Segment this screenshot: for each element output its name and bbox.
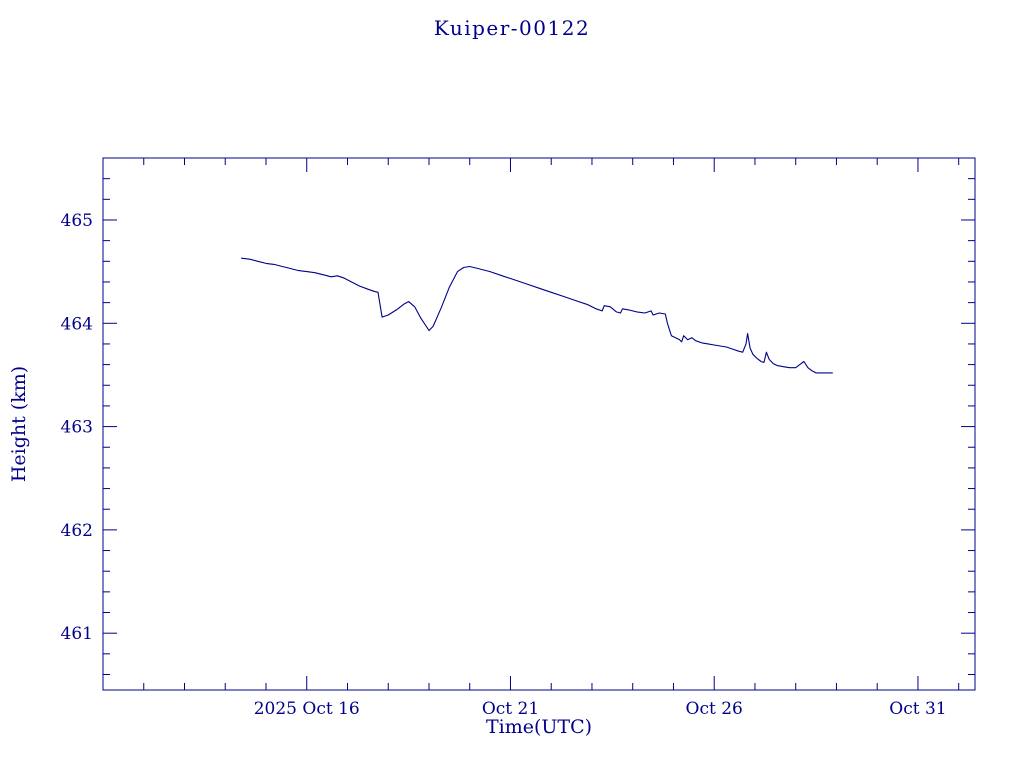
y-tick-label: 464 — [61, 314, 93, 334]
data-line — [240, 257, 833, 374]
x-axis-label: Time(UTC) — [485, 716, 593, 738]
plot-frame — [102, 157, 976, 691]
x-tick-label: Oct 31 — [889, 699, 946, 719]
y-tick-label: 462 — [61, 521, 93, 541]
x-tick-label: Oct 21 — [482, 699, 539, 719]
y-tick-label: 465 — [61, 211, 93, 231]
chart-title: Kuiper-00122 — [433, 16, 591, 40]
x-tick-label: 2025 Oct 16 — [254, 699, 360, 719]
y-tick-label: 463 — [61, 418, 93, 438]
y-tick-label: 461 — [61, 624, 93, 644]
x-tick-label: Oct 26 — [686, 699, 743, 719]
